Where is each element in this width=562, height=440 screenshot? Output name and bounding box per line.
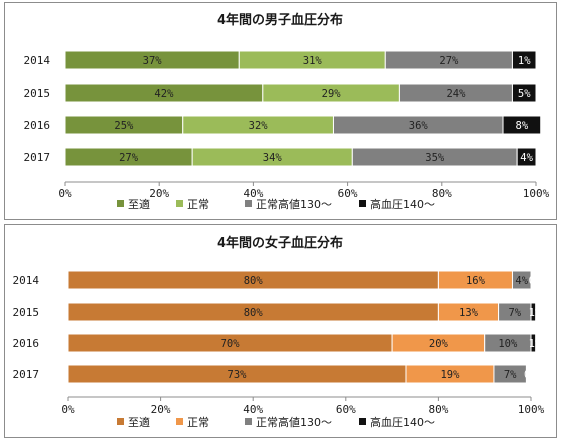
data-label: 25% (114, 120, 134, 132)
legend-swatch (359, 200, 366, 207)
male-blood-pressure-chart: 4年間の男子血圧分布 2014 2015 2016 2017 37% 31% 27% 1% 42… (24, 12, 550, 211)
legend-swatch (117, 418, 124, 425)
legend-label: 高血圧140〜 (370, 415, 435, 429)
data-label: 0% (529, 275, 542, 287)
data-label: 13% (459, 307, 479, 319)
data-label: 73% (228, 369, 248, 381)
data-label: 16% (466, 275, 486, 287)
bar-segment (530, 333, 537, 353)
legend-label: 正常 (187, 416, 209, 429)
data-label: 7% (504, 369, 517, 381)
data-label: 24% (446, 88, 466, 100)
data-label: 27% (439, 55, 459, 67)
bar-segment (511, 83, 537, 103)
x-tick-label: 20% (149, 187, 169, 200)
data-label: 1% (518, 55, 531, 67)
data-label: 37% (143, 55, 163, 67)
x-tick-label: 80% (428, 403, 448, 416)
x-tick-label: 20% (151, 403, 171, 416)
bar-segment (493, 364, 527, 384)
category-label: 2016 (13, 337, 40, 350)
data-label: 19% (440, 369, 460, 381)
category-label: 2014 (24, 54, 51, 67)
bar-segment (530, 302, 537, 322)
data-label: 29% (322, 88, 342, 100)
data-label: 36% (409, 120, 429, 132)
bar-segment (516, 147, 537, 167)
legend-swatch (176, 200, 183, 207)
x-tick-label: 100% (523, 187, 550, 200)
data-label: 5% (518, 88, 531, 100)
data-label: 10% (498, 338, 518, 350)
category-label: 2017 (13, 368, 40, 381)
data-label: 42% (154, 88, 174, 100)
bar-segment (502, 115, 542, 135)
data-label: 0% (524, 369, 537, 381)
chart-title: 4年間の女子血圧分布 (217, 235, 343, 251)
data-label: 4% (515, 275, 528, 287)
legend-label: 高血圧140〜 (370, 197, 435, 211)
data-label: 35% (425, 152, 445, 164)
legend-label: 正常高値130〜 (256, 415, 332, 429)
x-tick-label: 40% (243, 403, 263, 416)
legend-label: 至適 (128, 197, 150, 211)
data-label: 8% (516, 120, 529, 132)
category-label: 2014 (13, 274, 40, 287)
male-chart-panel: 4年間の男子血圧分布 2014 2015 2016 2017 37% 31% 27% 1% 42… (4, 2, 557, 220)
bar-segment (511, 270, 532, 290)
data-label: 80% (244, 275, 264, 287)
data-label: 4% (520, 152, 533, 164)
data-label: 34% (263, 152, 283, 164)
legend-swatch (245, 200, 252, 207)
data-label: 32% (249, 120, 269, 132)
x-tick-label: 0% (61, 403, 75, 416)
x-tick-label: 60% (338, 187, 358, 200)
legend-swatch (359, 418, 366, 425)
category-label: 2015 (13, 306, 40, 319)
data-label: 20% (429, 338, 449, 350)
category-label: 2016 (24, 119, 51, 132)
bar-segment (511, 50, 537, 70)
legend-swatch (117, 200, 124, 207)
female-chart-panel: 4年間の女子血圧分布 2014 2015 2016 2017 80% 16% 4% 0% 80%… (4, 224, 557, 438)
data-label: 1% (529, 307, 542, 319)
data-label: 80% (244, 307, 264, 319)
data-label: 7% (508, 307, 521, 319)
x-tick-label: 40% (243, 187, 263, 200)
legend-label: 正常 (187, 198, 209, 211)
legend-swatch (245, 418, 252, 425)
legend-label: 正常高値130〜 (256, 197, 332, 211)
x-tick-label: 0% (58, 187, 72, 200)
x-tick-label: 60% (336, 403, 356, 416)
x-tick-label: 100% (518, 403, 545, 416)
legend-label: 至適 (128, 415, 150, 429)
data-label: 1% (529, 338, 542, 350)
data-label: 31% (303, 55, 323, 67)
x-tick-label: 80% (432, 187, 452, 200)
category-label: 2017 (24, 151, 51, 164)
data-label: 70% (221, 338, 241, 350)
legend-swatch (176, 418, 183, 425)
category-label: 2015 (24, 87, 51, 100)
chart-title: 4年間の男子血圧分布 (217, 12, 343, 28)
data-label: 27% (119, 152, 139, 164)
